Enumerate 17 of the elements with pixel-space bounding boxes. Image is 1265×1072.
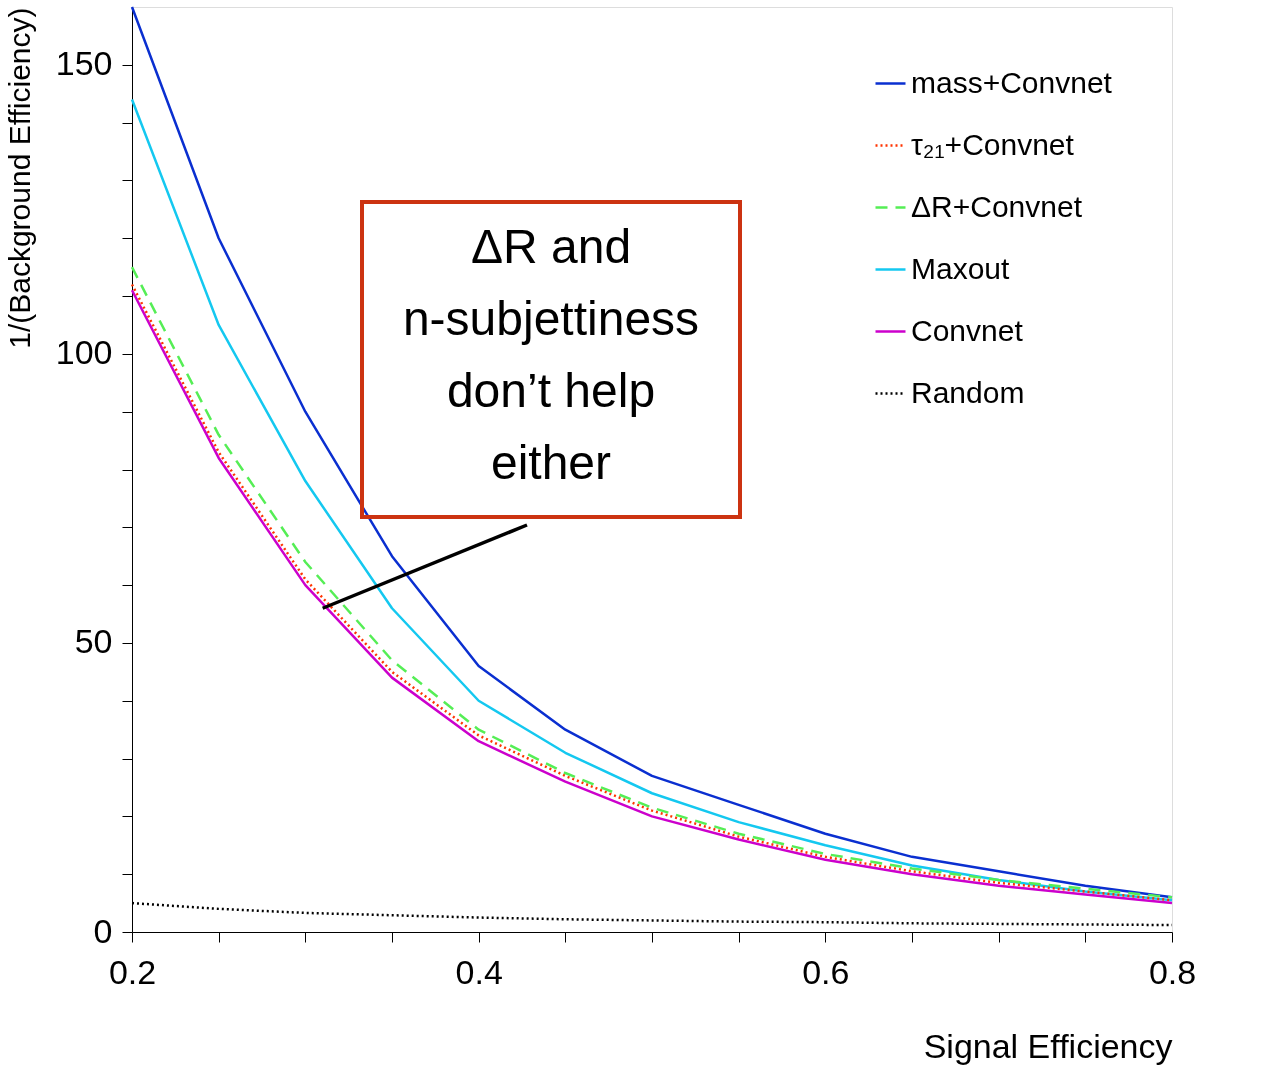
y-tick-label: 150	[55, 44, 113, 83]
x-axis-title: Signal Efficiency	[923, 1026, 1173, 1065]
legend-label: Random	[911, 375, 1025, 409]
x-tick-label: 0.6	[802, 952, 850, 991]
y-tick-label: 100	[55, 333, 113, 372]
legend-label: Maxout	[911, 251, 1011, 285]
legend-label: ΔR+Convnet	[911, 189, 1083, 223]
legend-label: Convnet	[911, 313, 1024, 347]
y-tick-label: 50	[74, 622, 113, 661]
y-tick-label: 0	[93, 911, 113, 950]
legend-label: mass+Convnet	[911, 65, 1113, 99]
annotation: ΔR and n-subjettiness don’t help either	[402, 220, 700, 490]
y-axis-title: 1/(Background Efficiency)	[2, 7, 36, 349]
x-tick-label: 0.2	[108, 952, 157, 991]
x-tick-label: 0.8	[1148, 952, 1197, 991]
x-tick-label: 0.4	[455, 952, 503, 991]
legend-label: τ₂₁+Convnet	[911, 127, 1075, 161]
